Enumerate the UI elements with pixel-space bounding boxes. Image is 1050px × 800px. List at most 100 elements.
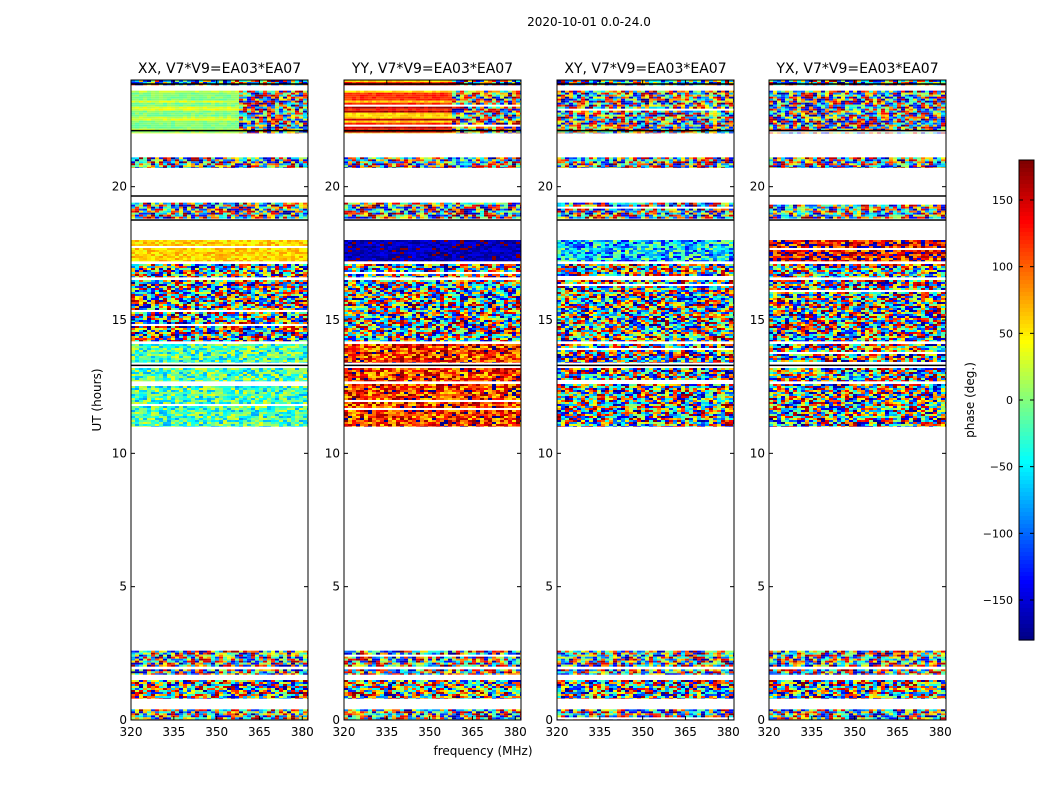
phase-image [344,80,521,720]
colorbar-tick-label: 0 [1006,394,1013,407]
colorbar-segment [1019,600,1034,605]
panel-title: YX, V7*V9=EA03*EA07 [775,61,938,77]
panel-title: XY, V7*V9=EA03*EA07 [564,61,726,77]
colorbar-segment [1019,476,1034,481]
colorbar-segment [1019,512,1034,517]
x-tick-label: 335 [162,725,185,739]
colorbar-segment [1019,296,1034,301]
colorbar-segment [1019,220,1034,225]
colorbar-segment [1019,624,1034,629]
colorbar-segment [1019,532,1034,537]
colorbar-segment [1019,212,1034,217]
colorbar-segment [1019,256,1034,261]
colorbar-segment [1019,332,1034,337]
panel-title: YY, V7*V9=EA03*EA07 [351,61,513,77]
colorbar-segment [1019,596,1034,601]
colorbar-segment [1019,300,1034,305]
y-tick-label: 15 [325,313,340,327]
x-tick-label: 380 [717,725,740,739]
panel-frame [130,79,309,721]
colorbar-segment [1019,548,1034,553]
colorbar-segment [1019,452,1034,457]
colorbar-segment [1019,380,1034,385]
colorbar-segment [1019,208,1034,213]
x-axis-label: frequency (MHz) [433,744,532,758]
colorbar-segment [1019,316,1034,321]
figure-suptitle: 2020-10-01 0.0-24.0 [527,15,651,29]
x-tick-label: 350 [843,725,866,739]
panel-title: XX, V7*V9=EA03*EA07 [138,61,301,77]
colorbar-segment [1019,500,1034,505]
colorbar-tick-label: −100 [983,527,1013,540]
colorbar-segment [1019,328,1034,333]
colorbar-segment [1019,536,1034,541]
colorbar-segment [1019,248,1034,253]
colorbar-segment [1019,416,1034,421]
colorbar-segment [1019,344,1034,349]
colorbar-tick-label: −150 [983,594,1013,607]
y-tick-label: 0 [757,713,765,727]
colorbar-segment [1019,584,1034,589]
colorbar-segment [1019,612,1034,617]
x-tick-label: 365 [461,725,484,739]
colorbar-segment [1019,592,1034,597]
colorbar-segment [1019,388,1034,393]
colorbar-segment [1019,176,1034,181]
colorbar-segment [1019,504,1034,509]
colorbar-segment [1019,244,1034,249]
y-tick-label: 15 [112,313,127,327]
y-tick-label: 5 [545,580,553,594]
colorbar-segment [1019,608,1034,613]
colorbar-segment [1019,180,1034,185]
colorbar-segment [1019,236,1034,241]
phase-image [769,80,946,720]
colorbar-segment [1019,508,1034,513]
colorbar-segment [1019,424,1034,429]
panels-group: XX, V7*V9=EA03*EA07 320 335 350 365 380 0 5 10 15… [112,61,952,739]
colorbar-segment [1019,528,1034,533]
colorbar-segment [1019,524,1034,529]
x-tick-label: 380 [929,725,952,739]
y-tick-label: 5 [332,580,340,594]
colorbar-segment [1019,428,1034,433]
colorbar-segment [1019,324,1034,329]
x-tick-label: 365 [248,725,271,739]
colorbar-segment [1019,356,1034,361]
x-tick-label: 335 [800,725,823,739]
colorbar-segment [1019,460,1034,465]
panel-frame [556,79,735,721]
panel-4: YX, V7*V9=EA03*EA07 320 335 350 365 380 0 5 10 15… [750,61,952,739]
colorbar-segment [1019,516,1034,521]
colorbar-segment [1019,464,1034,469]
colorbar-segment [1019,440,1034,445]
colorbar-segment [1019,496,1034,501]
y-tick-label: 20 [112,180,127,194]
x-tick-label: 335 [375,725,398,739]
colorbar-segment [1019,164,1034,169]
y-tick-label: 10 [325,446,340,460]
colorbar-segment [1019,184,1034,189]
colorbar-segment [1019,204,1034,209]
colorbar-segment [1019,564,1034,569]
colorbar-label: phase (deg.) [963,362,977,438]
phase-image [557,80,734,720]
colorbar-tick-label: 100 [992,261,1013,274]
colorbar-segment [1019,376,1034,381]
colorbar-segment [1019,372,1034,377]
colorbar-segment [1019,188,1034,193]
colorbar-segment [1019,560,1034,565]
colorbar-segment [1019,488,1034,493]
colorbar-segment [1019,216,1034,221]
colorbar-segment [1019,304,1034,309]
colorbar-segment [1019,336,1034,341]
colorbar-segment [1019,196,1034,201]
colorbar-segment [1019,364,1034,369]
panel-frame [343,79,522,721]
x-tick-label: 350 [418,725,441,739]
colorbar-segment [1019,284,1034,289]
colorbar-segment [1019,580,1034,585]
colorbar-tick-label: 50 [999,327,1013,340]
y-tick-label: 10 [112,446,127,460]
colorbar-segment [1019,200,1034,205]
